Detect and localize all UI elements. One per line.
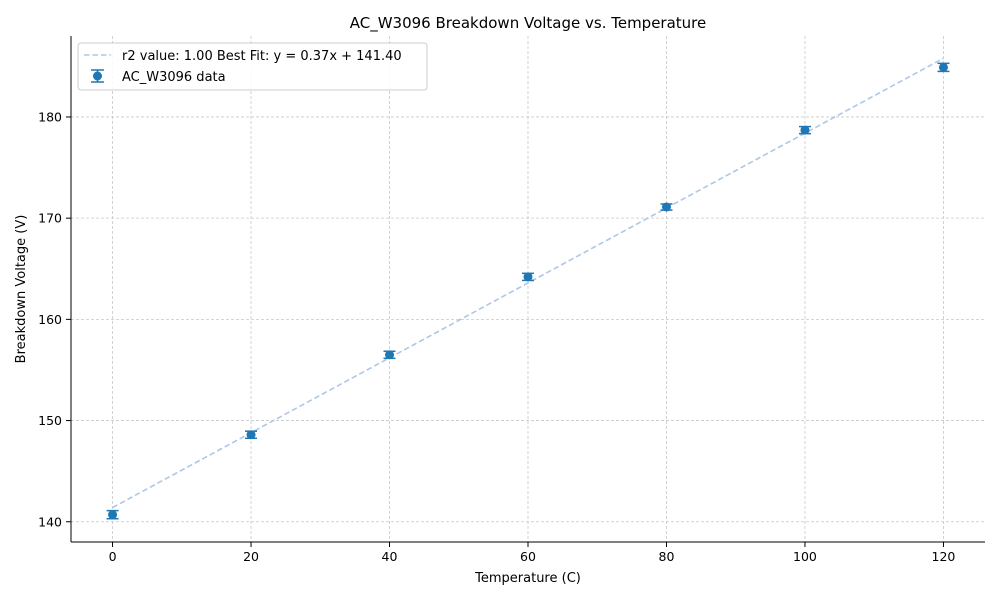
tick-labels: 0 20 40 60 80 100 120 140 150 160 170 180	[38, 109, 955, 564]
y-tick-label: 170	[38, 211, 62, 226]
data-point	[798, 125, 811, 135]
fit-line-layer	[112, 57, 944, 509]
x-tick-label: 20	[243, 549, 259, 564]
data-point	[937, 62, 950, 73]
y-tick-label: 150	[38, 413, 62, 428]
y-tick-label: 160	[38, 312, 62, 327]
data-marker	[523, 272, 533, 282]
x-tick-label: 0	[109, 549, 117, 564]
grid	[71, 36, 985, 542]
data-marker	[108, 510, 118, 520]
x-tick-label: 100	[793, 549, 817, 564]
data-marker	[385, 350, 395, 360]
legend-data-label: AC_W3096 data	[122, 70, 226, 85]
legend-data-swatch	[91, 69, 104, 83]
data-point	[106, 509, 119, 520]
data-marker	[938, 62, 948, 72]
data-points-layer	[106, 62, 950, 520]
data-point	[522, 272, 534, 282]
y-tick-label: 180	[38, 109, 62, 124]
legend-fit-label: r2 value: 1.00 Best Fit: y = 0.37x + 141…	[122, 49, 402, 64]
fit-line	[112, 57, 944, 509]
y-axis-label: Breakdown Voltage (V)	[14, 215, 29, 364]
legend-box	[77, 42, 428, 91]
legend: r2 value: 1.00 Best Fit: y = 0.37x + 141…	[77, 42, 428, 91]
data-marker	[800, 125, 810, 135]
x-tick-label: 80	[659, 549, 675, 564]
x-tick-label: 120	[932, 549, 956, 564]
data-point	[383, 350, 396, 360]
x-axis-label: Temperature (C)	[474, 571, 581, 586]
x-tick-label: 60	[520, 549, 536, 564]
chart-title: AC_W3096 Breakdown Voltage vs. Temperatu…	[350, 14, 707, 33]
data-marker	[661, 202, 671, 212]
data-point	[660, 202, 673, 212]
axes	[66, 36, 985, 547]
data-marker	[246, 430, 256, 440]
data-point	[245, 430, 258, 440]
y-tick-label: 140	[38, 514, 62, 529]
x-tick-label: 40	[382, 549, 398, 564]
